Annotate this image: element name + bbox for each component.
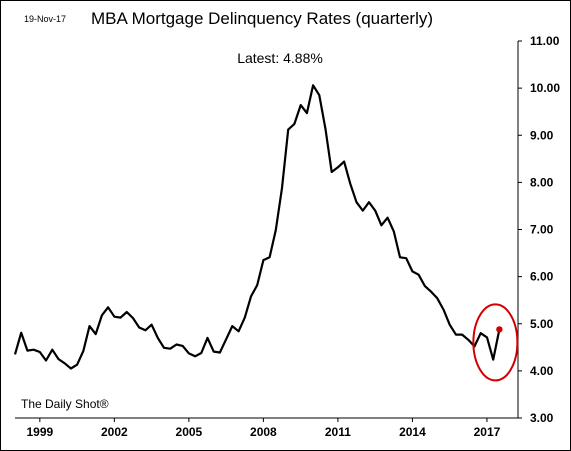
y-tick-label: 10.00 — [530, 81, 560, 95]
y-tick-label: 4.00 — [530, 364, 554, 378]
chart-date: 19-Nov-17 — [24, 14, 66, 24]
y-tick-label: 5.00 — [530, 317, 554, 331]
y-ticks: 3.00 4.00 5.00 6.00 7.00 8.00 9.00 10.00 11.00 — [518, 34, 560, 425]
source-label: The Daily Shot® — [21, 397, 109, 411]
x-tick-label: 2017 — [474, 425, 501, 439]
x-tick-label: 2008 — [250, 425, 277, 439]
latest-point-marker — [496, 326, 503, 333]
y-tick-label: 3.00 — [530, 411, 554, 425]
x-tick-label: 1999 — [26, 425, 53, 439]
latest-value-label: Latest: 4.88% — [237, 50, 323, 66]
x-tick-label: 2014 — [399, 425, 426, 439]
series-line-delinquency-rate — [13, 84, 501, 370]
y-tick-label: 7.00 — [530, 223, 554, 237]
latest-highlight-circle — [472, 303, 519, 382]
y-tick-label: 11.00 — [530, 34, 560, 48]
x-tick-label: 2002 — [101, 425, 128, 439]
y-tick-label: 9.00 — [530, 128, 554, 142]
x-ticks: 1999 2002 2005 2008 2011 2014 2017 — [26, 418, 501, 439]
y-tick-label: 6.00 — [530, 270, 554, 284]
chart-title: MBA Mortgage Delinquency Rates (quarterl… — [91, 9, 433, 28]
x-tick-label: 2011 — [325, 425, 351, 439]
y-tick-label: 8.00 — [530, 175, 554, 189]
x-tick-label: 2005 — [176, 425, 203, 439]
